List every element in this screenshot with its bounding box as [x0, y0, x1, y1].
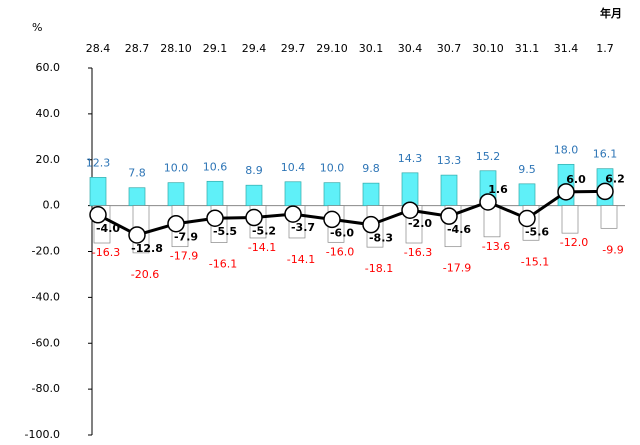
data-label: 9.5	[518, 163, 536, 176]
data-label: 16.1	[593, 148, 618, 161]
point	[206, 209, 224, 227]
data-label: -18.1	[365, 262, 393, 275]
data-label: -16.0	[326, 245, 354, 258]
point	[362, 215, 380, 234]
point	[128, 226, 146, 244]
bar	[561, 205, 579, 234]
point	[479, 193, 497, 211]
point	[440, 207, 458, 225]
data-label: -16.3	[92, 246, 120, 259]
bar	[600, 205, 618, 229]
data-label: -17.9	[443, 262, 471, 275]
point	[89, 206, 107, 224]
data-label: 9.8	[362, 162, 380, 175]
data-label: 10.6	[203, 160, 228, 173]
y-tick-label: -60.0	[32, 336, 60, 349]
data-label: -3.7	[291, 221, 315, 234]
bar	[518, 183, 536, 206]
x-tick-label: 29.7	[281, 42, 306, 55]
data-label: -2.0	[408, 217, 432, 230]
y-tick-label: -80.0	[32, 382, 60, 395]
data-label: -16.3	[404, 246, 432, 259]
data-label: -12.8	[131, 242, 163, 255]
data-label: 6.0	[566, 173, 586, 186]
data-label: 6.2	[605, 172, 625, 185]
data-label: 8.9	[245, 164, 263, 177]
x-tick-label: 30.10	[472, 42, 504, 55]
x-tick-label: 28.7	[125, 42, 150, 55]
data-label: -7.9	[174, 231, 198, 244]
data-label: -15.1	[521, 255, 549, 268]
data-label: -12.0	[560, 236, 588, 249]
x-unit-label: 年月	[600, 6, 622, 20]
point	[401, 201, 419, 219]
unit-label: %	[32, 21, 42, 34]
y-tick-label: -40.0	[32, 290, 60, 303]
data-label: -5.6	[525, 225, 549, 238]
y-tick-label: 20.0	[36, 153, 61, 166]
data-label: -6.0	[330, 226, 354, 239]
data-label: -16.1	[209, 258, 237, 271]
y-tick-label: 0.0	[43, 199, 61, 212]
data-label: -5.2	[252, 225, 276, 238]
data-label: -14.1	[287, 253, 315, 266]
data-label: -14.1	[248, 241, 276, 254]
point	[167, 214, 185, 233]
data-label: 18.0	[554, 143, 579, 156]
data-label: 14.3	[398, 152, 423, 165]
x-tick-label: 30.1	[359, 42, 384, 55]
y-tick-label: -100.0	[25, 428, 60, 441]
y-tick-label: -20.0	[32, 245, 60, 258]
point	[323, 210, 341, 229]
data-label: 1.6	[488, 183, 508, 196]
data-label: 10.4	[281, 161, 306, 174]
point	[245, 208, 263, 227]
data-label: -17.9	[170, 250, 198, 263]
y-tick-label: 40.0	[36, 107, 61, 120]
data-label: -5.5	[213, 225, 237, 238]
data-label: 13.3	[437, 154, 462, 167]
bar	[401, 172, 419, 206]
bar	[362, 182, 380, 206]
data-label: 12.3	[86, 156, 111, 169]
data-label: -8.3	[369, 232, 393, 245]
bar	[245, 184, 263, 206]
bar	[284, 181, 302, 206]
data-label: 10.0	[320, 162, 345, 175]
bar	[89, 177, 107, 206]
data-label: 10.0	[164, 162, 189, 175]
data-label: -4.0	[96, 222, 120, 235]
x-tick-label: 28.10	[160, 42, 192, 55]
data-label: -20.6	[131, 268, 159, 281]
x-tick-label: 31.4	[554, 42, 579, 55]
data-label: 7.8	[128, 167, 146, 180]
point	[557, 183, 575, 201]
x-tick-label: 1.7	[596, 42, 614, 55]
bar	[128, 187, 146, 206]
point	[518, 209, 536, 228]
bar	[323, 182, 341, 206]
x-tick-label: 29.1	[203, 42, 228, 55]
data-label: -4.6	[447, 223, 471, 236]
data-label: 15.2	[476, 150, 501, 163]
bar	[206, 180, 224, 206]
x-tick-label: 30.4	[398, 42, 423, 55]
data-label: -9.9	[602, 243, 623, 256]
x-tick-label: 29.4	[242, 42, 267, 55]
x-tick-label: 28.4	[86, 42, 111, 55]
x-tick-label: 29.10	[316, 42, 348, 55]
point	[596, 182, 614, 201]
x-tick-label: 31.1	[515, 42, 540, 55]
data-label: -13.6	[482, 240, 510, 253]
x-tick-label: 30.7	[437, 42, 462, 55]
y-tick-label: 60.0	[36, 61, 61, 74]
bar	[440, 174, 458, 206]
bar	[167, 182, 185, 206]
point	[284, 205, 302, 223]
